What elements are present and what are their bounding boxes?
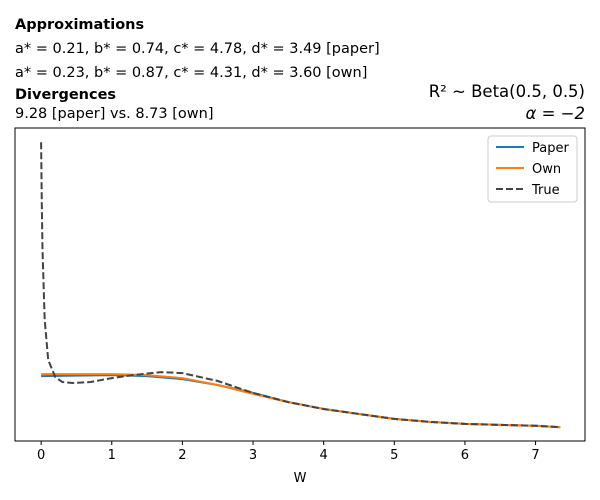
legend-box [487, 135, 578, 203]
x-tick-label: 5 [390, 448, 398, 463]
x-tick-label: 2 [178, 448, 186, 463]
series-paper-line [41, 374, 561, 429]
divergence-values: 9.28 [paper] vs. 8.73 [own] [15, 106, 214, 122]
approx-own: a* = 0.23, b* = 0.87, c* = 4.31, d* = 3.… [15, 65, 368, 81]
x-tick-label: 4 [320, 448, 328, 463]
x-tick-label: 3 [249, 448, 257, 463]
legend-label-own: Own [532, 162, 561, 177]
x-axis-label: W [294, 471, 307, 486]
x-tick-label: 1 [108, 448, 116, 463]
approx-paper: a* = 0.21, b* = 0.74, c* = 4.78, d* = 3.… [15, 41, 380, 57]
x-tick-label: 6 [461, 448, 469, 463]
series-own-line [41, 373, 561, 429]
legend-label-true: True [531, 183, 560, 198]
divergences-title: Divergences [15, 87, 117, 103]
alpha-label: α = −2 [525, 104, 585, 123]
prior-label: R² ~ Beta(0.5, 0.5) [428, 82, 585, 101]
x-tick-label: 0 [37, 448, 45, 463]
approximations-title: Approximations [15, 17, 145, 33]
legend-label-paper: Paper [532, 141, 569, 156]
x-tick-label: 7 [531, 448, 539, 463]
series-true-line [40, 142, 561, 429]
plot-frame [14, 127, 586, 442]
